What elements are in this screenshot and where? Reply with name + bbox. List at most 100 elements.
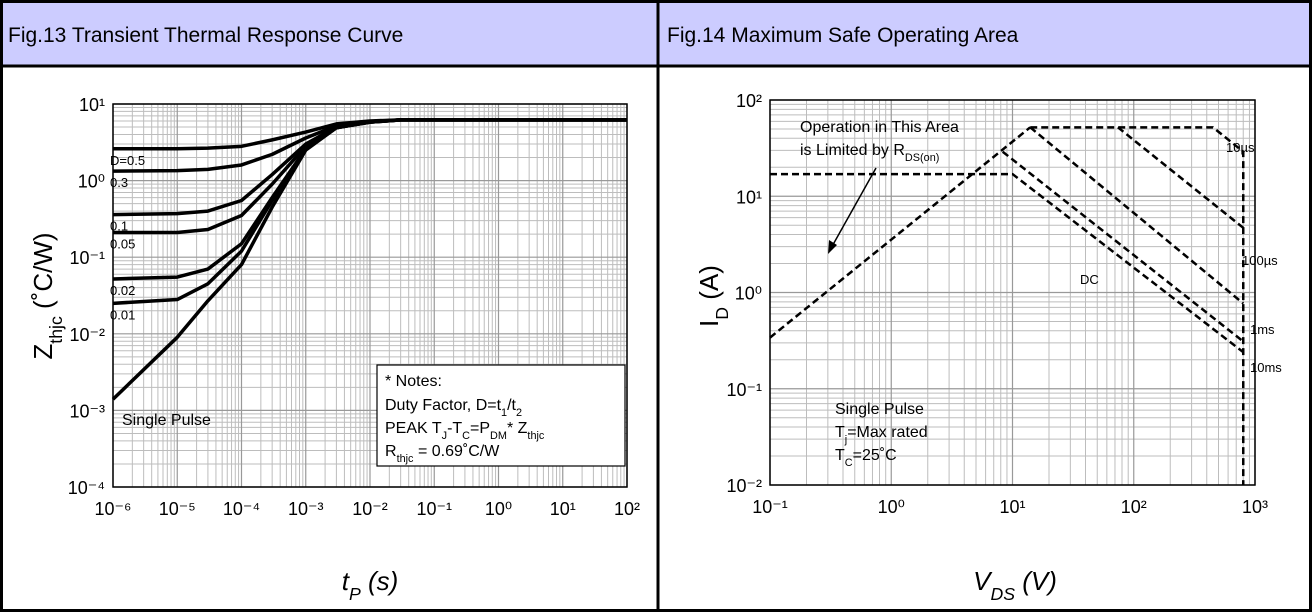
y-axis-label: ID (A) [694, 265, 732, 327]
annotation: Operation in This Area [800, 119, 959, 136]
series-label: 10ms [1250, 360, 1282, 375]
text-run: =Max rated [847, 424, 927, 441]
series-line [1001, 150, 1245, 343]
subscript: J [442, 430, 447, 442]
y-tick-label: 10⁻³ [69, 401, 105, 421]
annotation: Duty Factor, D=t1/t2 [385, 397, 522, 419]
text-run: =25˚C [853, 447, 897, 464]
text-run: Duty Factor, D=t [385, 397, 502, 414]
y-tick-label: 10² [736, 91, 762, 111]
x-axis-label: tP (s) [342, 566, 399, 604]
notes-box [376, 364, 626, 467]
series-line [1117, 126, 1245, 229]
text-run: V [973, 566, 993, 596]
text-run: (s) [361, 566, 399, 596]
x-tick-label: 10³ [1242, 497, 1268, 517]
text-run: * Z [507, 420, 528, 437]
annotation: * Notes: [385, 373, 442, 390]
y-tick-label: 10⁻² [69, 325, 105, 345]
x-tick-label: 10⁻¹ [416, 499, 452, 519]
series-line [769, 126, 1032, 339]
subscript: P [349, 584, 361, 604]
text-run: =P [470, 420, 490, 437]
x-tick-label: 10² [1121, 497, 1147, 517]
chart-title: Fig.14 Maximum Safe Operating Area [667, 24, 1019, 47]
series-line [111, 118, 627, 401]
text-run: Single Pulse [835, 401, 924, 418]
limit-arrow [828, 167, 877, 254]
subscript: D [712, 307, 732, 320]
y-tick-label: 10⁰ [735, 284, 762, 304]
subscript: C [845, 457, 853, 469]
annotation: Tj=Max rated [835, 424, 928, 446]
plot-border [769, 99, 1256, 486]
x-tick-label: 10⁻⁵ [159, 499, 196, 519]
x-tick-label: 10⁻⁶ [95, 499, 132, 519]
subscript: thjc [46, 316, 66, 344]
series-line [770, 172, 1245, 354]
annotation: TC=25˚C [835, 447, 897, 469]
text-run: I [694, 320, 724, 327]
x-tick-label: 10⁻³ [288, 499, 324, 519]
arrow-head [828, 240, 837, 254]
annotation: Single Pulse [835, 401, 924, 418]
series-label: Single Pulse [122, 412, 211, 429]
header-band [3, 3, 1309, 66]
subscript: DM [490, 430, 507, 442]
series-label: 10µs [1226, 140, 1255, 155]
x-tick-label: 10⁻¹ [752, 497, 788, 517]
series-label: 0.05 [110, 237, 135, 252]
text-run: (A) [694, 265, 724, 307]
x-tick-label: 10¹ [999, 497, 1025, 517]
subscript: j [844, 434, 847, 446]
text-run: = 0.69˚C/W [414, 443, 501, 460]
text-run: (˚C/W) [28, 232, 58, 316]
x-tick-label: 10² [614, 499, 640, 519]
x-tick-label: 10⁰ [485, 499, 512, 519]
text-run: is Limited by R [800, 142, 905, 159]
chart: Fig.13 Transient Thermal Response Curve 1… [8, 24, 640, 604]
y-tick-label: 10⁻⁴ [68, 478, 105, 498]
annotation: is Limited by RDS(on) [800, 142, 939, 164]
text-run: T [835, 424, 845, 441]
annotation: PEAK TJ-TC=PDM* Zthjc [385, 420, 545, 442]
text-run: T [835, 447, 845, 464]
x-tick-label: 10⁻² [352, 499, 388, 519]
series-label: 0.3 [110, 175, 128, 190]
text-run: Z [28, 344, 58, 360]
y-axis-label: Zthjc (˚C/W) [28, 232, 66, 359]
series-label: 0.01 [110, 307, 135, 322]
y-tick-label: 10¹ [736, 187, 762, 207]
series-label: DC [1080, 272, 1099, 287]
series-label: 0.02 [110, 283, 135, 298]
y-tick-label: 10⁻² [726, 476, 762, 496]
subscript: C [462, 430, 470, 442]
series-label: 0.1 [110, 219, 128, 234]
text-run: PEAK T [385, 420, 442, 437]
subscript: thjc [527, 430, 544, 442]
series-label: 100µs [1242, 253, 1278, 268]
x-tick-label: 10⁻⁴ [223, 499, 260, 519]
y-tick-label: 10⁻¹ [726, 380, 762, 400]
text-run: t [342, 566, 351, 596]
subscript: thjc [397, 453, 414, 465]
plot-border [112, 103, 628, 488]
subscript: 1 [501, 407, 507, 419]
subscript: DS [990, 584, 1015, 604]
text-run: -T [447, 420, 462, 437]
x-axis-label: VDS (V) [973, 566, 1057, 604]
subscript: DS(on) [905, 152, 939, 164]
y-tick-label: 10¹ [79, 95, 105, 115]
subscript: 2 [516, 407, 522, 419]
text-run: * Notes: [385, 373, 442, 390]
text-run: /t [507, 397, 516, 414]
x-tick-label: 10¹ [550, 499, 576, 519]
text-run: R [385, 443, 397, 460]
text-run: (V) [1015, 566, 1057, 596]
x-tick-label: 10⁰ [878, 497, 905, 517]
chart-title: Fig.13 Transient Thermal Response Curve [8, 24, 403, 47]
y-tick-label: 10⁻¹ [69, 248, 105, 268]
series-label: 1ms [1250, 322, 1275, 337]
